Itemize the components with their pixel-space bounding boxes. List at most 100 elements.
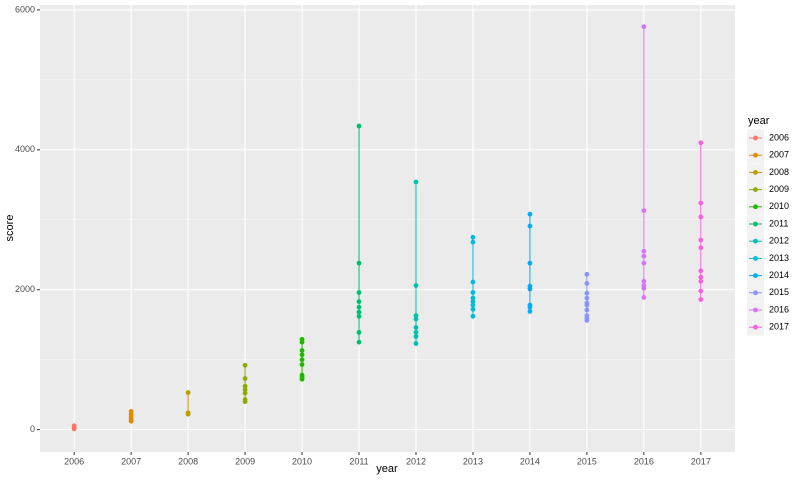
point: [698, 268, 704, 274]
point: [128, 409, 134, 414]
point: [527, 211, 533, 217]
legend-point: [753, 170, 758, 175]
x-tick-label: 2007: [121, 456, 141, 466]
x-tick-label: 2008: [178, 456, 198, 466]
x-tick-label: 2013: [463, 456, 483, 466]
point: [413, 283, 419, 288]
point: [71, 423, 77, 429]
point: [641, 248, 647, 254]
x-tick-label: 2014: [520, 456, 540, 466]
point: [242, 397, 248, 402]
point: [470, 299, 476, 305]
legend-point: [753, 204, 758, 210]
x-tick-label: 2017: [691, 456, 711, 466]
legend-label: 2006: [769, 132, 789, 142]
point: [698, 245, 704, 251]
point: [185, 410, 191, 416]
point: [698, 237, 704, 243]
point: [698, 278, 704, 284]
point: [470, 279, 476, 285]
x-tick-label: 2010: [292, 456, 312, 466]
legend-point: [753, 324, 758, 330]
point: [527, 260, 533, 266]
point: [242, 376, 248, 381]
legend-point: [753, 221, 758, 227]
y-axis-title: score: [4, 215, 16, 242]
legend-point: [753, 135, 758, 141]
point: [698, 297, 704, 302]
point: [470, 290, 476, 295]
point: [413, 313, 419, 318]
legend-point: [753, 187, 758, 193]
point: [356, 339, 362, 345]
point: [470, 302, 476, 308]
point: [584, 290, 590, 296]
point: [356, 299, 362, 305]
y-tick-label: 0: [30, 424, 35, 434]
legend-point: [753, 307, 758, 313]
point: [470, 313, 476, 319]
point: [413, 329, 419, 335]
point: [698, 200, 704, 206]
point: [299, 372, 305, 378]
x-tick-label: 2009: [235, 456, 255, 466]
point: [299, 352, 305, 358]
point: [584, 281, 590, 286]
point: [641, 253, 647, 259]
point: [413, 334, 419, 339]
legend-label: 2014: [769, 270, 789, 280]
point: [299, 362, 305, 367]
point: [527, 223, 533, 229]
point: [356, 260, 362, 266]
legend-label: 2008: [769, 167, 789, 177]
point: [356, 313, 362, 319]
point: [413, 316, 419, 322]
point: [356, 123, 362, 129]
x-tick-label: 2016: [634, 456, 654, 466]
point: [698, 140, 704, 146]
legend-point: [753, 152, 758, 158]
legend-point: [753, 290, 758, 296]
point: [242, 383, 248, 389]
point: [413, 341, 419, 346]
point: [641, 24, 647, 30]
point: [698, 274, 704, 280]
point: [527, 308, 533, 314]
legend-label: 2010: [769, 201, 789, 211]
legend-label: 2015: [769, 287, 789, 297]
point: [584, 307, 590, 313]
x-tick-label: 2015: [577, 456, 597, 466]
point: [356, 290, 362, 295]
point: [242, 387, 248, 393]
point: [698, 288, 704, 294]
point: [584, 295, 590, 301]
point: [356, 329, 362, 335]
point: [299, 336, 305, 342]
legend-point: [753, 273, 758, 278]
point: [470, 306, 476, 312]
legend-point: [753, 256, 758, 261]
legend-label: 2016: [769, 304, 789, 314]
point: [698, 214, 704, 220]
point: [185, 390, 191, 395]
point: [470, 234, 476, 240]
legend-label: 2009: [769, 184, 789, 194]
y-tick-label: 4000: [15, 144, 35, 154]
x-axis-title: year: [376, 463, 398, 475]
plot-panel: [40, 5, 735, 452]
point: [470, 239, 476, 245]
legend-label: 2013: [769, 253, 789, 263]
point: [584, 300, 590, 306]
point: [470, 295, 476, 301]
legend-label: 2007: [769, 150, 789, 160]
legend-label: 2017: [769, 322, 789, 332]
x-tick-label: 2012: [406, 456, 426, 466]
legend-point: [753, 238, 758, 244]
point: [641, 208, 647, 214]
point: [413, 325, 419, 330]
point: [356, 309, 362, 315]
point: [527, 283, 533, 289]
point: [641, 295, 647, 300]
point: [242, 362, 248, 368]
